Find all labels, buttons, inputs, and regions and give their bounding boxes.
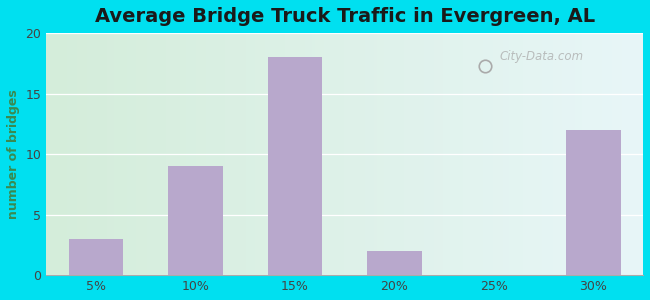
Bar	[367, 251, 422, 275]
Bar	[69, 239, 124, 275]
Y-axis label: number of bridges: number of bridges	[7, 89, 20, 219]
Bar	[566, 130, 621, 275]
Title: Average Bridge Truck Traffic in Evergreen, AL: Average Bridge Truck Traffic in Evergree…	[95, 7, 595, 26]
Bar	[168, 166, 223, 275]
Text: City-Data.com: City-Data.com	[500, 50, 584, 63]
Bar	[268, 57, 322, 275]
